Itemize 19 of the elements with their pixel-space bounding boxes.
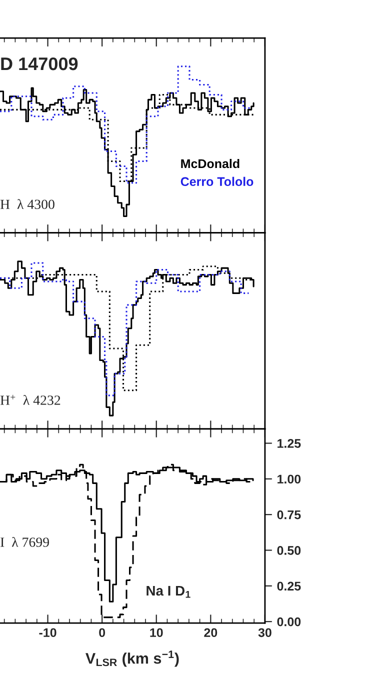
x-tick-label: 10: [150, 628, 163, 638]
x-tick-label: 30: [258, 628, 272, 638]
y-tick-label: 0.00: [277, 617, 301, 626]
text: Cerro Tololo: [180, 176, 254, 186]
y-tick-label: 1.00: [278, 474, 301, 484]
y-tick-label: 0.25: [277, 582, 301, 591]
annotation: D 147009: [1, 57, 78, 70]
y-tick-label: 1.25: [278, 439, 301, 448]
y-tick-label: 0.75: [277, 510, 301, 520]
x-tick-label: -10: [39, 628, 56, 638]
x-tick-label: 0: [99, 628, 106, 638]
annotation: H$^{+}$ λ 4232: [0, 394, 60, 405]
annotation: H λ 4300: [0, 199, 54, 210]
text: McDonald: [181, 158, 240, 168]
y-tick-label: 0.50: [277, 546, 301, 555]
annotation: Na I D$_{1}$: [146, 586, 190, 598]
x-tick-label: 20: [204, 628, 218, 638]
annotation: I λ 7699: [0, 537, 49, 547]
x-axis-title: V$_{LSR}$ (km s$^{−1}$): [86, 650, 179, 667]
